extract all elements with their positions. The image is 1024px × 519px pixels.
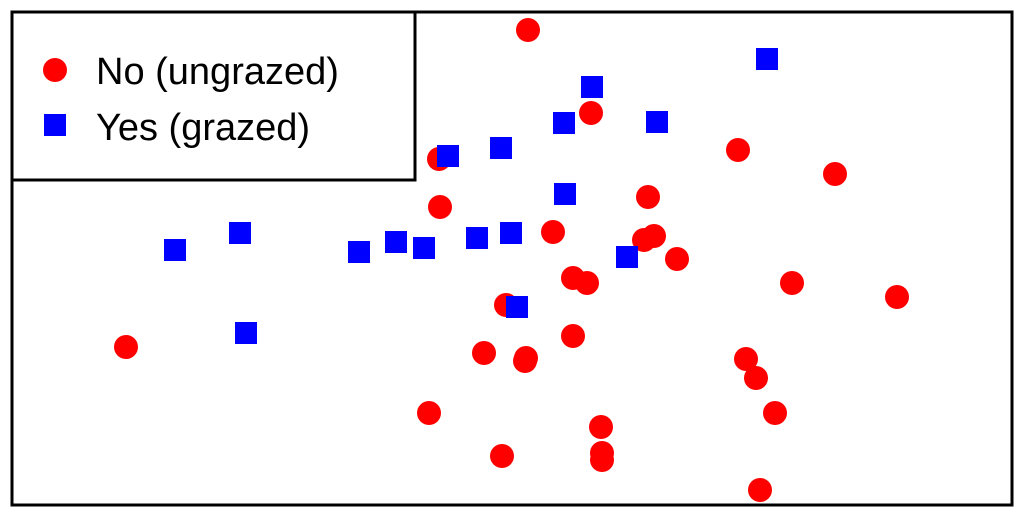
- point-ungrazed-7: [541, 220, 565, 244]
- point-grazed-10: [385, 231, 407, 253]
- point-ungrazed-18: [472, 341, 496, 365]
- point-grazed-9: [466, 227, 488, 249]
- point-grazed-11: [413, 237, 435, 259]
- point-ungrazed-9: [642, 224, 666, 248]
- point-ungrazed-25: [589, 415, 613, 439]
- point-grazed-16: [235, 322, 257, 344]
- point-grazed-15: [506, 296, 528, 318]
- point-ungrazed-24: [763, 401, 787, 425]
- legend-box: [10, 10, 417, 182]
- point-grazed-2: [553, 112, 575, 134]
- point-ungrazed-17: [561, 324, 585, 348]
- point-grazed-7: [229, 222, 251, 244]
- point-ungrazed-12: [575, 271, 599, 295]
- point-grazed-3: [646, 111, 668, 133]
- point-ungrazed-3: [726, 138, 750, 162]
- point-grazed-0: [756, 48, 778, 70]
- point-ungrazed-29: [748, 478, 772, 502]
- point-ungrazed-4: [823, 162, 847, 186]
- point-ungrazed-22: [744, 366, 768, 390]
- point-ungrazed-20: [513, 349, 537, 373]
- point-grazed-5: [437, 145, 459, 167]
- point-ungrazed-13: [780, 271, 804, 295]
- point-ungrazed-10: [665, 247, 689, 271]
- point-ungrazed-28: [590, 448, 614, 472]
- legend-label-grazed: Yes (grazed): [96, 107, 310, 149]
- legend-marker-square: [44, 114, 66, 136]
- point-grazed-4: [490, 137, 512, 159]
- point-ungrazed-5: [636, 185, 660, 209]
- point-ungrazed-1: [579, 101, 603, 125]
- point-ungrazed-0: [516, 18, 540, 42]
- point-grazed-6: [554, 183, 576, 205]
- point-grazed-14: [616, 246, 638, 268]
- point-ungrazed-6: [428, 195, 452, 219]
- legend: No (ungrazed) Yes (grazed): [10, 10, 417, 182]
- legend-marker-circle: [43, 58, 67, 82]
- point-ungrazed-21: [734, 347, 758, 371]
- point-ungrazed-14: [885, 285, 909, 309]
- legend-label-ungrazed: No (ungrazed): [96, 51, 339, 93]
- point-ungrazed-23: [417, 401, 441, 425]
- point-grazed-12: [164, 239, 186, 261]
- point-ungrazed-16: [114, 335, 138, 359]
- point-grazed-8: [500, 222, 522, 244]
- data-points: [114, 18, 909, 502]
- point-grazed-1: [581, 76, 603, 98]
- point-ungrazed-26: [490, 444, 514, 468]
- point-grazed-13: [348, 241, 370, 263]
